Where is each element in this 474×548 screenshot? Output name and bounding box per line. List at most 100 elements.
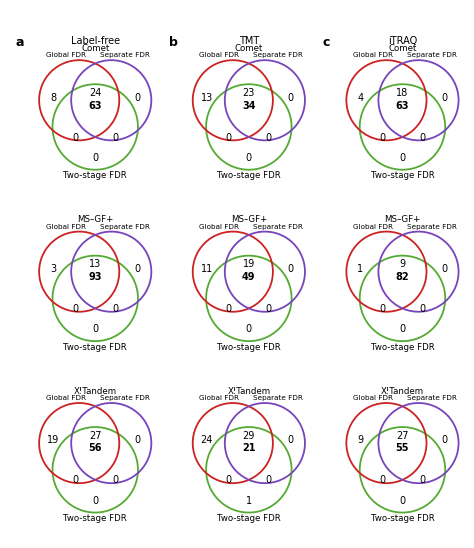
Text: 0: 0 (226, 476, 232, 486)
Text: 93: 93 (89, 272, 102, 282)
Text: Two-stage FDR: Two-stage FDR (371, 172, 434, 180)
Text: 0: 0 (419, 304, 426, 314)
Text: 0: 0 (92, 153, 98, 163)
Text: 19: 19 (47, 436, 59, 446)
Text: 0: 0 (246, 324, 252, 334)
Text: 0: 0 (72, 133, 78, 142)
Text: 29: 29 (243, 431, 255, 441)
Text: Two-stage FDR: Two-stage FDR (371, 514, 434, 523)
Text: 0: 0 (441, 436, 447, 446)
Text: MS–GF+: MS–GF+ (384, 215, 420, 224)
Text: MS–GF+: MS–GF+ (77, 215, 113, 224)
Text: Two-stage FDR: Two-stage FDR (64, 172, 127, 180)
Text: Global FDR: Global FDR (200, 395, 239, 401)
Text: Separate FDR: Separate FDR (100, 52, 150, 58)
Text: 13: 13 (201, 93, 213, 102)
Text: 34: 34 (242, 101, 255, 111)
Text: b: b (169, 36, 178, 49)
Text: 0: 0 (112, 476, 118, 486)
Text: 0: 0 (400, 153, 406, 163)
Text: X!Tandem: X!Tandem (381, 387, 424, 396)
Text: Two-stage FDR: Two-stage FDR (371, 343, 434, 352)
Text: Separate FDR: Separate FDR (407, 52, 457, 58)
Text: Separate FDR: Separate FDR (253, 52, 303, 58)
Text: 0: 0 (379, 304, 385, 314)
Text: Separate FDR: Separate FDR (100, 224, 150, 230)
Text: 0: 0 (441, 264, 447, 274)
Text: 0: 0 (92, 324, 98, 334)
Text: 27: 27 (396, 431, 409, 441)
Text: Two-stage FDR: Two-stage FDR (217, 514, 281, 523)
Text: MS–GF+: MS–GF+ (231, 215, 267, 224)
Text: 0: 0 (288, 264, 294, 274)
Text: 0: 0 (379, 476, 385, 486)
Text: TMT: TMT (239, 36, 259, 46)
Text: 19: 19 (243, 259, 255, 270)
Text: a: a (15, 36, 24, 49)
Text: Separate FDR: Separate FDR (100, 395, 150, 401)
Text: 0: 0 (226, 133, 232, 142)
Text: Two-stage FDR: Two-stage FDR (217, 172, 281, 180)
Text: Global FDR: Global FDR (46, 224, 86, 230)
Text: 4: 4 (357, 93, 364, 102)
Text: X!Tandem: X!Tandem (228, 387, 270, 396)
Text: 82: 82 (396, 272, 409, 282)
Text: Separate FDR: Separate FDR (407, 395, 457, 401)
Text: 0: 0 (246, 153, 252, 163)
Text: 1: 1 (357, 264, 364, 274)
Text: Comet: Comet (235, 44, 263, 53)
Text: 0: 0 (134, 264, 140, 274)
Text: 0: 0 (226, 304, 232, 314)
Text: Global FDR: Global FDR (353, 224, 393, 230)
Text: 0: 0 (112, 304, 118, 314)
Text: 0: 0 (419, 476, 426, 486)
Text: 0: 0 (288, 436, 294, 446)
Text: 0: 0 (72, 476, 78, 486)
Text: Global FDR: Global FDR (200, 224, 239, 230)
Text: c: c (322, 36, 330, 49)
Text: 0: 0 (379, 133, 385, 142)
Text: 24: 24 (201, 436, 213, 446)
Text: 55: 55 (396, 443, 409, 453)
Text: Two-stage FDR: Two-stage FDR (64, 514, 127, 523)
Text: 8: 8 (50, 93, 56, 102)
Text: 9: 9 (357, 436, 364, 446)
Text: Comet: Comet (81, 44, 109, 53)
Text: X!Tandem: X!Tandem (73, 387, 117, 396)
Text: 0: 0 (441, 93, 447, 102)
Text: 1: 1 (246, 495, 252, 506)
Text: 63: 63 (89, 101, 102, 111)
Text: iTRAQ: iTRAQ (388, 36, 417, 46)
Text: 49: 49 (242, 272, 255, 282)
Text: Separate FDR: Separate FDR (253, 395, 303, 401)
Text: Global FDR: Global FDR (200, 52, 239, 58)
Text: 0: 0 (400, 495, 406, 506)
Text: 24: 24 (89, 88, 101, 98)
Text: 0: 0 (288, 93, 294, 102)
Text: Global FDR: Global FDR (46, 395, 86, 401)
Text: 0: 0 (134, 436, 140, 446)
Text: Global FDR: Global FDR (353, 52, 393, 58)
Text: 0: 0 (92, 495, 98, 506)
Text: Two-stage FDR: Two-stage FDR (64, 343, 127, 352)
Text: 63: 63 (396, 101, 409, 111)
Text: 21: 21 (242, 443, 255, 453)
Text: 11: 11 (201, 264, 213, 274)
Text: Label-free: Label-free (71, 36, 120, 46)
Text: 3: 3 (50, 264, 56, 274)
Text: Separate FDR: Separate FDR (407, 224, 457, 230)
Text: Separate FDR: Separate FDR (253, 224, 303, 230)
Text: Global FDR: Global FDR (353, 395, 393, 401)
Text: Two-stage FDR: Two-stage FDR (217, 343, 281, 352)
Text: 0: 0 (134, 93, 140, 102)
Text: 18: 18 (396, 88, 409, 98)
Text: 9: 9 (400, 259, 406, 270)
Text: 0: 0 (72, 304, 78, 314)
Text: 0: 0 (400, 324, 406, 334)
Text: 0: 0 (266, 133, 272, 142)
Text: 0: 0 (266, 304, 272, 314)
Text: 23: 23 (243, 88, 255, 98)
Text: 56: 56 (89, 443, 102, 453)
Text: 13: 13 (89, 259, 101, 270)
Text: 0: 0 (266, 476, 272, 486)
